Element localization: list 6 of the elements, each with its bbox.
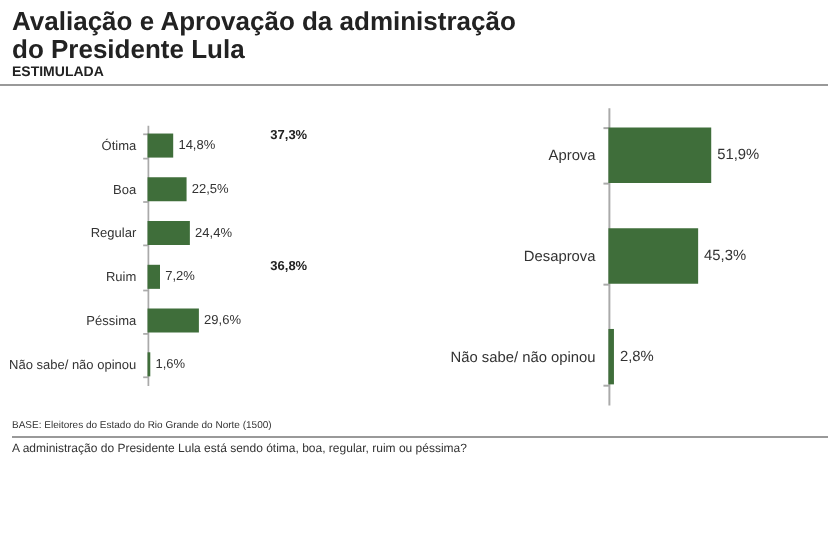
- bar: [147, 177, 187, 202]
- bar: [147, 133, 174, 158]
- bar: [147, 221, 190, 246]
- bar: [147, 308, 199, 333]
- bar: [147, 264, 161, 289]
- text: Avaliação e Aprovação da administração do Presidente Lula: [12, 6, 518, 64]
